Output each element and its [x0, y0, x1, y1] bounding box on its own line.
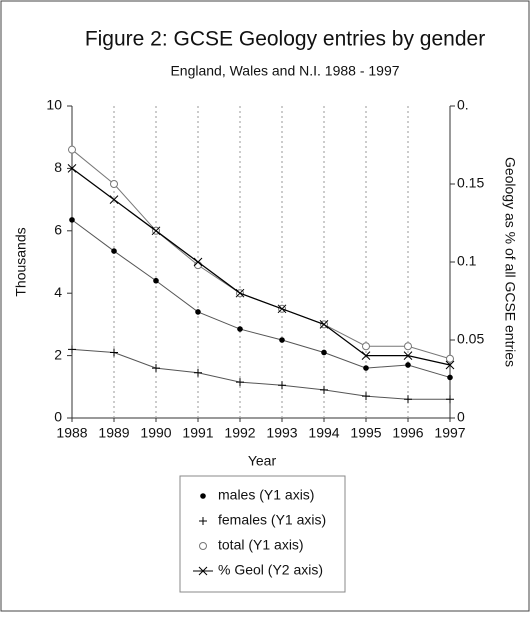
point: [404, 342, 412, 351]
point: [362, 342, 370, 351]
point: [277, 304, 287, 314]
series-line: [71, 219, 451, 378]
series-line: [71, 348, 450, 400]
y-tick-label: 4: [54, 284, 62, 300]
x-tick-label: 1988: [56, 425, 87, 441]
y-tick-label: 2: [54, 346, 62, 362]
point: [236, 378, 244, 387]
legend-label: females (Y1 axis): [218, 512, 326, 528]
chart-title: Figure 2: GCSE Geology entries by gender: [85, 28, 485, 51]
point: [320, 385, 328, 394]
series-line: [71, 149, 451, 360]
chart-subtitle: England, Wales and N.I. 1988 - 1997: [170, 63, 399, 79]
x-tick-label: 1992: [224, 425, 255, 441]
y-tick-label: 10: [46, 97, 62, 113]
y2-tick-label: 0.1: [457, 253, 477, 269]
point: [110, 348, 118, 357]
point: [235, 288, 245, 298]
point: [321, 349, 327, 356]
x-tick-label: 1994: [308, 425, 339, 441]
point: [67, 164, 77, 173]
point: [446, 354, 454, 363]
point: [111, 248, 117, 254]
y2-tick-label: 0.05: [457, 331, 484, 347]
x-tick-label: 1997: [434, 425, 465, 441]
point: [279, 337, 285, 343]
point: [69, 217, 75, 223]
point: [68, 145, 76, 154]
point: [447, 374, 453, 381]
point: [362, 392, 370, 401]
point: [405, 362, 411, 368]
series-line: [71, 167, 451, 366]
x-tick-label: 1995: [350, 425, 381, 441]
x-tick-label: 1996: [392, 425, 423, 441]
point: [109, 195, 119, 204]
point: [151, 226, 161, 236]
point: [195, 309, 201, 315]
legend-label: total (Y1 axis): [218, 537, 304, 553]
point: [404, 395, 412, 404]
y2-tick-label: 0: [457, 409, 465, 425]
y-tick-label: 0: [54, 409, 62, 425]
y-tick-label: 6: [54, 222, 62, 238]
point: [361, 351, 371, 360]
point: [68, 345, 76, 354]
point: [193, 257, 203, 267]
point: [446, 395, 454, 404]
point: [153, 277, 159, 284]
x-tick-label: 1993: [266, 425, 297, 441]
legend-label: % Geol (Y2 axis): [218, 562, 323, 578]
legend-label: males (Y1 axis): [218, 487, 314, 503]
point: [319, 320, 329, 329]
y-tick-label: 8: [54, 159, 62, 175]
point: [403, 351, 413, 360]
legend-marker: [198, 566, 208, 576]
x-tick-label: 1990: [140, 425, 171, 441]
x-tick-label: 1989: [98, 425, 129, 441]
point: [152, 364, 160, 373]
x-tick-label: 1991: [182, 425, 213, 441]
y2-tick-label: 0.15: [457, 175, 484, 191]
point: [237, 326, 243, 332]
point: [110, 180, 118, 188]
legend-box: [179, 475, 346, 593]
y2-axis-label: Geology as % of all GCSE entries: [502, 157, 518, 367]
legend-marker: [200, 493, 206, 499]
point: [278, 381, 286, 390]
x-axis-label: Year: [248, 453, 277, 469]
legend-marker: [199, 542, 207, 550]
point: [194, 368, 202, 377]
y2-tick-label: 0.: [457, 97, 469, 113]
point: [363, 365, 369, 371]
y-axis-label: Thousands: [13, 227, 29, 296]
point: [445, 360, 455, 370]
legend-marker: [199, 517, 207, 525]
